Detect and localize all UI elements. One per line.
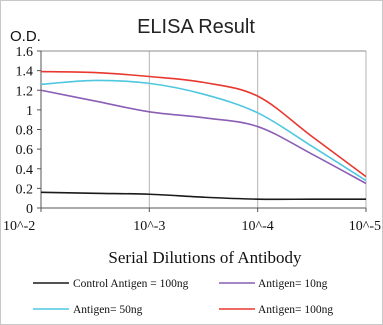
legend-label: Control Antigen = 100ng (73, 278, 189, 290)
legend-label: Antigen= 100ng (258, 304, 333, 316)
x-tick-label: 10^-3 (133, 219, 165, 234)
x-axis-label: Serial Dilutions of Antibody (108, 248, 302, 267)
y-tick-label: 1.2 (16, 84, 34, 99)
series-line-antigen-50ng (40, 79, 367, 182)
legend-label: Antigen= 10ng (258, 278, 328, 290)
x-tick-labels: 10^-2 10^-3 10^-4 10^-5 (3, 208, 381, 234)
series-lines (40, 70, 367, 201)
x-tick-label: 10^-5 (349, 219, 381, 234)
grid (148, 51, 367, 208)
y-tick-labels: 0 0.2 0.4 0.6 0.8 1 1.2 1.4 1.6 (16, 45, 41, 217)
legend-label: Antigen= 50ng (73, 304, 143, 316)
x-tick-label: 10^-4 (242, 219, 274, 234)
series-line-antigen-10ng (40, 89, 367, 185)
y-tick-label: 0.8 (16, 124, 34, 139)
y-tick-label: 1 (26, 104, 33, 119)
axes (40, 50, 366, 209)
y-tick-label: 1.6 (16, 45, 34, 60)
y-tick-label: 0 (26, 202, 33, 217)
chart-title: ELISA Result (137, 16, 255, 38)
y-tick-label: 1.4 (16, 65, 34, 80)
y-tick-label: 0.6 (16, 143, 34, 158)
legend: Control Antigen = 100ng Antigen= 10ng Anti… (33, 278, 333, 316)
y-tick-label: 0.2 (16, 182, 34, 197)
series-line-antigen-100ng (40, 70, 367, 178)
series-line-control-antigen-100ng (40, 191, 366, 201)
x-tick-label: 10^-2 (3, 219, 35, 234)
y-tick-label: 0.4 (16, 163, 34, 178)
y-axis-label: O.D. (10, 28, 41, 45)
